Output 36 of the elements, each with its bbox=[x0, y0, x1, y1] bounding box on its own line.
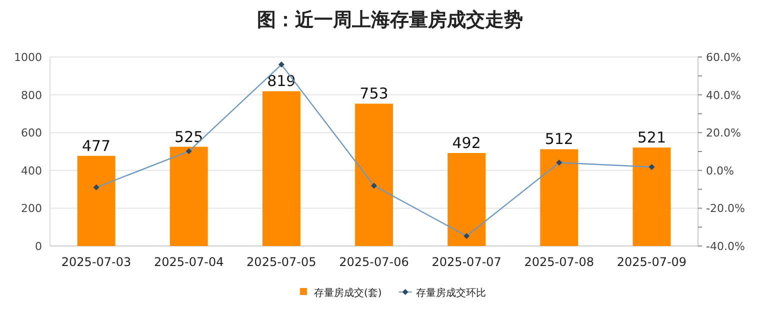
data-label: 477 bbox=[82, 136, 111, 155]
y-tick-label: 800 bbox=[21, 88, 42, 102]
y2-tick-label: 40.0% bbox=[706, 88, 741, 102]
y2-tick-label: -40.0% bbox=[706, 240, 745, 253]
chart-title: 图：近一周上海存量房成交走势 bbox=[257, 9, 523, 31]
bar bbox=[262, 91, 300, 246]
bar bbox=[355, 104, 393, 246]
legend-label: 存量房成交(套) bbox=[314, 287, 382, 299]
data-label: 819 bbox=[267, 72, 296, 90]
x-tick-label: 2025-07-03 bbox=[61, 255, 132, 269]
y-tick-label: 0 bbox=[35, 240, 42, 253]
data-label: 753 bbox=[360, 84, 388, 103]
y2-tick-label: -20.0% bbox=[706, 202, 745, 216]
y-tick-label: 1000 bbox=[14, 51, 42, 64]
bar bbox=[77, 156, 116, 246]
data-label: 512 bbox=[544, 130, 574, 148]
y-tick-label: 600 bbox=[21, 126, 42, 140]
bar bbox=[448, 153, 486, 246]
data-label: 492 bbox=[452, 134, 481, 152]
x-tick-label: 2025-07-08 bbox=[524, 255, 594, 269]
y-tick-label: 200 bbox=[21, 202, 42, 216]
y2-tick-label: 60.0% bbox=[706, 51, 741, 64]
x-tick-label: 2025-07-06 bbox=[339, 255, 409, 269]
data-label: 525 bbox=[174, 128, 204, 146]
x-tick-label: 2025-07-09 bbox=[616, 255, 687, 269]
legend-label: 存量房成交环比 bbox=[416, 287, 486, 299]
bar bbox=[632, 148, 671, 246]
x-tick-label: 2025-07-04 bbox=[154, 255, 224, 269]
bar bbox=[540, 149, 578, 246]
bar bbox=[170, 146, 208, 246]
y-tick-label: 400 bbox=[21, 164, 42, 178]
y2-tick-label: 20.0% bbox=[706, 126, 741, 140]
y2-tick-label: 0.0% bbox=[706, 164, 734, 178]
data-label: 521 bbox=[637, 128, 666, 147]
x-tick-label: 2025-07-07 bbox=[432, 255, 502, 269]
x-tick-label: 2025-07-05 bbox=[246, 255, 316, 269]
